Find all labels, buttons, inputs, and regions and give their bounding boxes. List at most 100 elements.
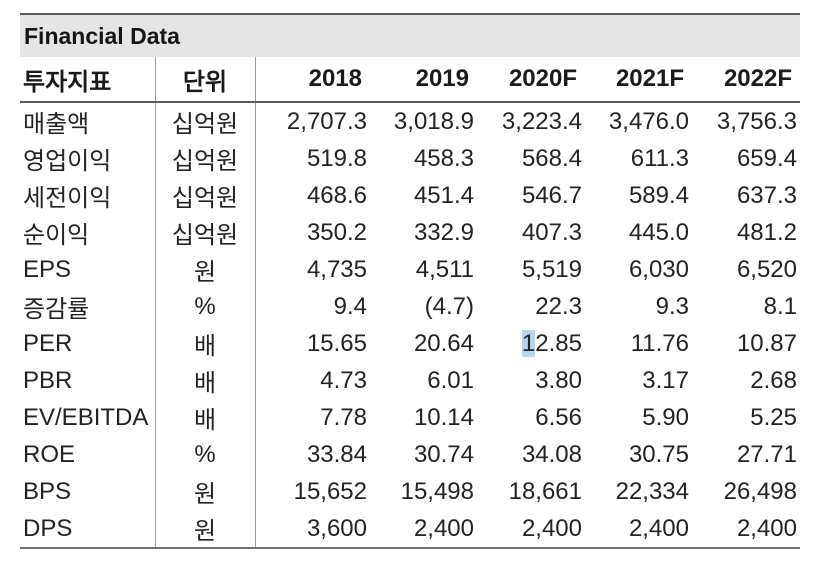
- value-cell: 568.4: [521, 144, 582, 172]
- value-cell: 6.56: [535, 403, 582, 431]
- value-cell: 3,476.0: [608, 107, 689, 135]
- value-cell: 611.3: [630, 144, 689, 172]
- unit-cell: 십억원: [154, 214, 256, 251]
- value-cell: 15,498: [400, 477, 474, 505]
- value-cell: 20.64: [413, 329, 474, 357]
- metric-label-cell: 증감률: [23, 296, 90, 323]
- value-cell: 451.4: [413, 181, 474, 209]
- unit-cell: 십억원: [154, 177, 256, 214]
- unit-cell: 배: [154, 362, 256, 399]
- table-row: BPS 원 15,652 15,498 18,661 22,334 26,498: [20, 473, 800, 510]
- value-cell: 468.6: [306, 181, 367, 209]
- table-row: 매출액 십억원 2,707.3 3,018.9 3,223.4 3,476.0 3,756.…: [20, 102, 800, 140]
- unit-cell: %: [154, 436, 256, 473]
- unit-cell: 배: [154, 399, 256, 436]
- value-cell: 10.87: [736, 329, 797, 357]
- value-cell: 6,520: [736, 255, 797, 283]
- value-cell: 11.76: [630, 329, 689, 357]
- unit-cell: 배: [154, 325, 256, 362]
- table-row: 영업이익 십억원 519.8 458.3 568.4 611.3 659.4: [20, 140, 800, 177]
- metric-label-cell: 매출액: [23, 111, 90, 138]
- value-cell: 6.01: [427, 366, 474, 394]
- header-cell: 단위: [154, 57, 256, 103]
- value-cell: 9.4: [333, 292, 367, 320]
- value-cell: 350.2: [306, 218, 367, 246]
- metric-label-cell: 영업이익: [23, 148, 112, 175]
- metric-label-cell: PER: [23, 329, 73, 357]
- metric-label-cell: 순이익: [23, 222, 90, 249]
- value-cell: 445.0: [628, 218, 689, 246]
- table-row: PER 배 15.65 20.64 12.85 11.76 10.87: [20, 325, 800, 362]
- table-row: 세전이익 십억원 468.6 451.4 546.7 589.4 637.3: [20, 177, 800, 214]
- table-row: 증감률% 9.4 (4.7) 22.3 9.3 8.1: [20, 288, 800, 325]
- financial-data-table: 투자지표 단위 2018 2019 2020F 2021F 2022F 매출액 십억원 2,70…: [20, 57, 800, 549]
- value-cell: 481.2: [736, 218, 797, 246]
- value-cell: 27.71: [736, 440, 797, 468]
- table-title: Financial Data: [24, 22, 180, 49]
- value-cell: 8.1: [763, 292, 797, 320]
- metric-label-cell: EPS: [23, 255, 72, 283]
- value-cell: 22,334: [615, 477, 689, 505]
- table-row: 순이익 십억원 350.2 332.9 407.3 445.0 481.2: [20, 214, 800, 251]
- header-cell: 2021F: [585, 57, 692, 103]
- table-title-band: Financial Data: [20, 13, 800, 57]
- metric-label-cell: BPS: [23, 477, 72, 505]
- table-row: DPS 원 3,600 2,400 2,400 2,400 2,400: [20, 510, 800, 548]
- metric-label-cell: ROE: [23, 440, 76, 468]
- value-cell: 3,223.4: [501, 107, 582, 135]
- value-cell: 4,511: [415, 255, 474, 283]
- value-cell: 2,400: [628, 514, 689, 542]
- value-cell: 12.85: [521, 329, 582, 357]
- header-cell: 2018: [255, 57, 370, 103]
- value-cell: 2,400: [521, 514, 582, 542]
- value-cell: 458.3: [413, 144, 474, 172]
- value-cell: 637.3: [736, 181, 797, 209]
- unit-cell: 원: [154, 251, 256, 288]
- value-cell: 3,018.9: [393, 107, 474, 135]
- header-cell: 2020F: [477, 57, 585, 103]
- metric-label-cell: 세전이익: [23, 185, 112, 212]
- metric-label-cell: PBR: [23, 366, 73, 394]
- value-cell: 2,707.3: [286, 107, 367, 135]
- value-cell: 589.4: [628, 181, 689, 209]
- value-cell: 30.75: [628, 440, 689, 468]
- unit-cell: 십억원: [154, 102, 256, 140]
- value-cell: 15,652: [293, 477, 367, 505]
- value-cell: 407.3: [521, 218, 582, 246]
- value-cell: 2,400: [413, 514, 474, 542]
- selection-highlight: 1: [521, 329, 536, 357]
- value-cell: 5,519: [521, 255, 582, 283]
- value-cell: 33.84: [306, 440, 367, 468]
- value-cell: 22.3: [535, 292, 582, 320]
- unit-cell: %: [154, 288, 256, 325]
- value-cell: 2.68: [750, 366, 797, 394]
- value-cell: 5.25: [750, 403, 797, 431]
- value-cell: 519.8: [306, 144, 367, 172]
- value-cell: 30.74: [413, 440, 474, 468]
- unit-cell: 원: [154, 473, 256, 510]
- value-cell: 3.17: [642, 366, 689, 394]
- value-cell: 7.78: [320, 403, 367, 431]
- value-cell: 34.08: [521, 440, 582, 468]
- unit-cell: 원: [154, 510, 256, 548]
- value-cell: 3.80: [535, 366, 582, 394]
- financial-data-sheet: Financial Data 투자지표 단위 2018 2019 2020F 2021F 2…: [20, 13, 800, 549]
- table-row: PBR 배 4.73 6.01 3.80 3.17 2.68: [20, 362, 800, 399]
- metric-label-cell: DPS: [23, 514, 73, 542]
- header-cell: 투자지표: [20, 57, 155, 103]
- value-cell: 9.3: [655, 292, 689, 320]
- value-cell: 332.9: [413, 218, 474, 246]
- value-cell: 26,498: [723, 477, 797, 505]
- value-cell: 2,400: [736, 514, 797, 542]
- table-row: ROE% 33.84 30.74 34.08 30.75 27.71: [20, 436, 800, 473]
- table-row: EPS 원 4,735 4,511 5,519 6,030 6,520: [20, 251, 800, 288]
- value-cell: (4.7): [424, 292, 474, 320]
- header-cell: 2019: [370, 57, 477, 103]
- value-cell: 4.73: [320, 366, 367, 394]
- table-row: EV/EBITDA 배 7.78 10.14 6.56 5.90 5.25: [20, 399, 800, 436]
- value-cell: 10.14: [413, 403, 474, 431]
- header-cell: 2022F: [692, 57, 800, 103]
- unit-cell: 십억원: [154, 140, 256, 177]
- value-cell: 546.7: [521, 181, 582, 209]
- value-cell: 15.65: [306, 329, 367, 357]
